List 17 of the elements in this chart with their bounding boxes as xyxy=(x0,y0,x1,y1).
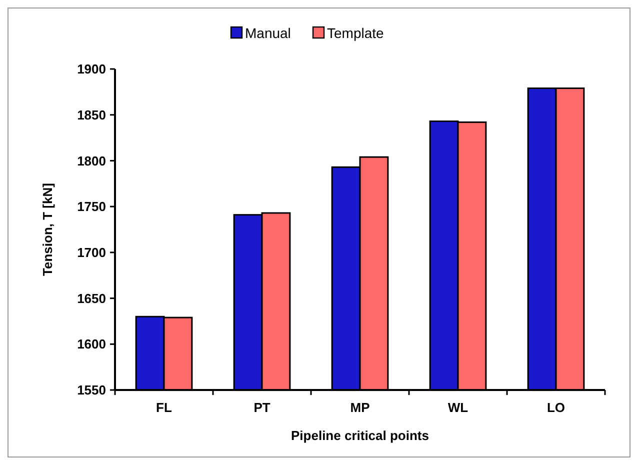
legend-label: Manual xyxy=(245,24,291,41)
y-tick-label: 1600 xyxy=(77,336,106,352)
y-tick-label: 1900 xyxy=(77,62,106,77)
y-axis-title: Tension, T [kN] xyxy=(40,183,55,276)
y-tick-label: 1800 xyxy=(77,153,106,168)
x-tick-label: PT xyxy=(254,400,270,415)
legend-label: Template xyxy=(327,24,384,41)
x-tick-label: LO xyxy=(546,400,566,415)
y-tick-label: 1550 xyxy=(77,382,106,398)
y-tick-label: 1750 xyxy=(77,199,106,214)
x-tick-label: FL xyxy=(156,400,172,415)
x-tick-label: WL xyxy=(448,400,468,415)
x-tick-label: MP xyxy=(350,400,370,415)
y-tick-label: 1650 xyxy=(77,290,106,306)
y-tick-label: 1700 xyxy=(77,244,106,260)
y-tick-label: 1850 xyxy=(77,107,106,122)
x-axis-title: Pipeline critical points xyxy=(291,428,429,443)
